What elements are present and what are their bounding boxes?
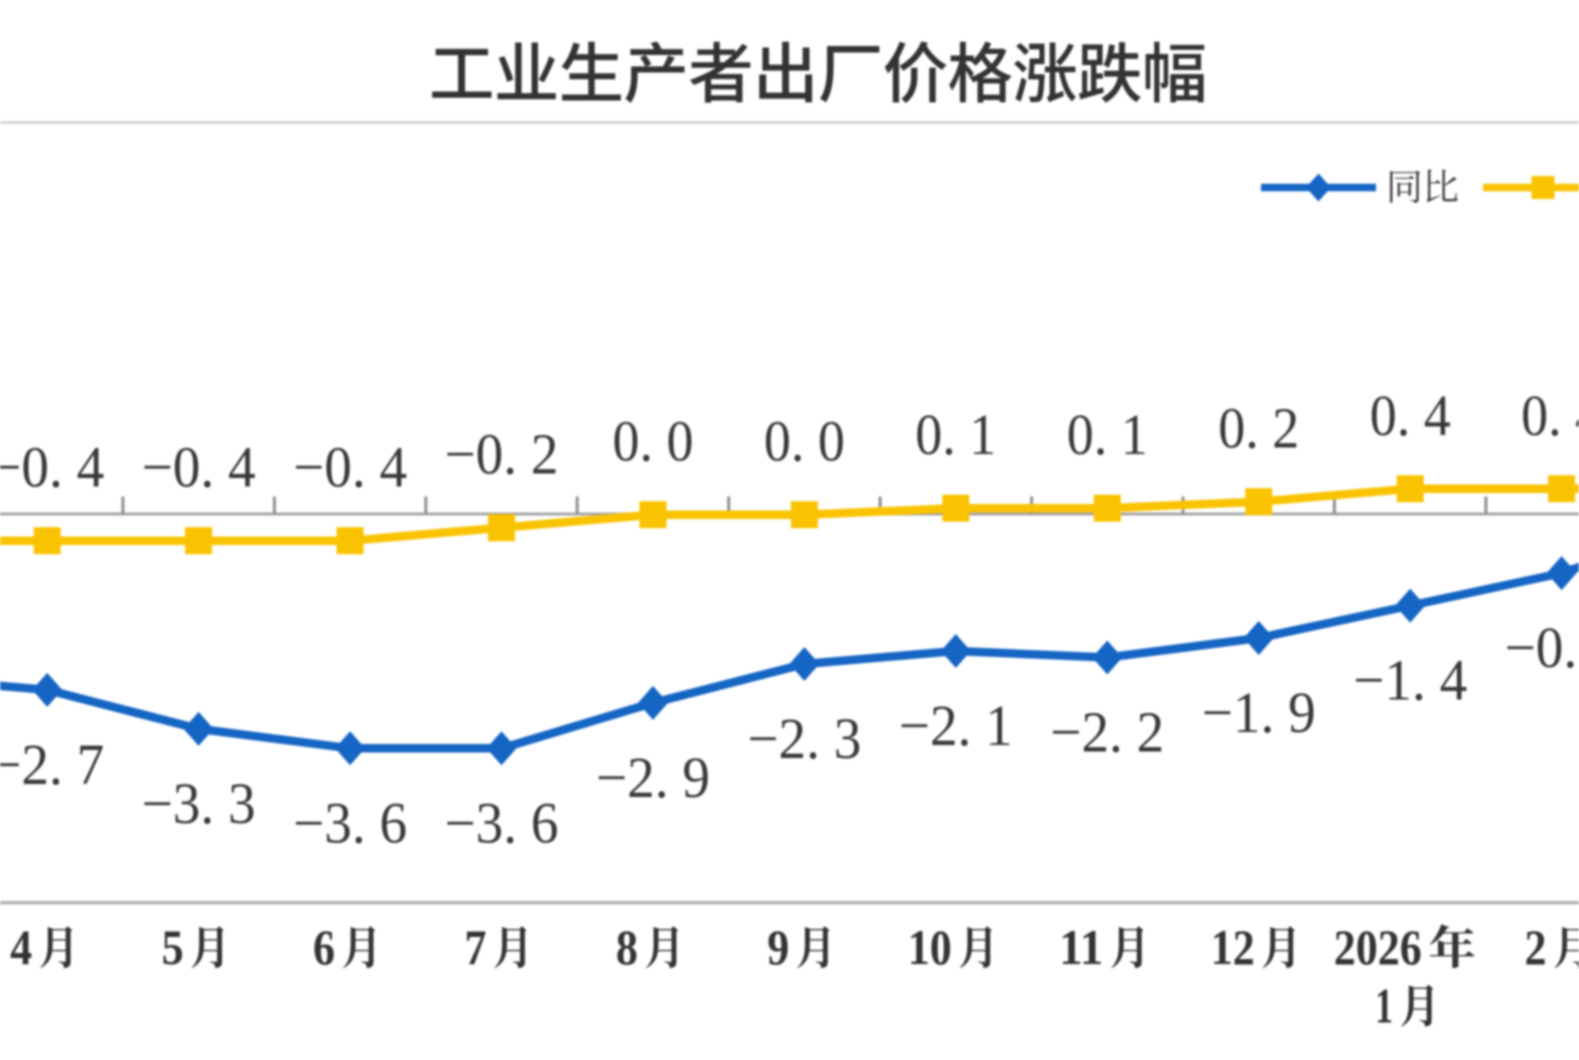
svg-text:0. 4: 0. 4 — [1521, 383, 1579, 448]
svg-text:2: 2 — [1525, 919, 1547, 975]
svg-text:6: 6 — [313, 919, 335, 975]
svg-text:10: 10 — [908, 919, 952, 975]
svg-text:0. 1: 0. 1 — [915, 402, 996, 467]
svg-text:11: 11 — [1059, 919, 1103, 975]
svg-text:0. 1: 0. 1 — [1067, 402, 1148, 467]
svg-text:2026: 2026 — [1334, 919, 1422, 975]
svg-text:12: 12 — [1211, 919, 1255, 975]
svg-text:−3. 6: −3. 6 — [445, 790, 559, 855]
svg-text:−1. 4: −1. 4 — [1353, 648, 1467, 713]
svg-text:−0. 4: −0. 4 — [142, 435, 256, 500]
svg-text:4: 4 — [10, 919, 32, 975]
svg-text:1: 1 — [1375, 978, 1393, 1034]
svg-text:0. 0: 0. 0 — [613, 409, 694, 474]
svg-text:−0. 4: −0. 4 — [0, 435, 104, 500]
svg-text:0. 2: 0. 2 — [1218, 396, 1299, 461]
svg-text:−2. 1: −2. 1 — [899, 693, 1013, 758]
svg-text:−2. 7: −2. 7 — [0, 732, 104, 797]
svg-text:−3. 3: −3. 3 — [142, 771, 256, 836]
svg-text:−3. 6: −3. 6 — [293, 790, 407, 855]
svg-text:−0. 4: −0. 4 — [293, 435, 407, 500]
svg-text:9: 9 — [767, 919, 789, 975]
svg-text:−0. 9: −0. 9 — [1505, 615, 1579, 680]
svg-text:−1. 9: −1. 9 — [1202, 680, 1316, 745]
svg-text:5: 5 — [162, 919, 184, 975]
svg-text:8: 8 — [616, 919, 638, 975]
svg-text:−2. 3: −2. 3 — [747, 706, 861, 771]
svg-text:−2. 2: −2. 2 — [1050, 700, 1164, 765]
svg-text:0. 4: 0. 4 — [1370, 383, 1451, 448]
svg-text:−0. 2: −0. 2 — [445, 422, 559, 487]
svg-text:0. 0: 0. 0 — [764, 409, 845, 474]
svg-text:−2. 9: −2. 9 — [596, 745, 710, 810]
svg-text:7: 7 — [465, 919, 487, 975]
